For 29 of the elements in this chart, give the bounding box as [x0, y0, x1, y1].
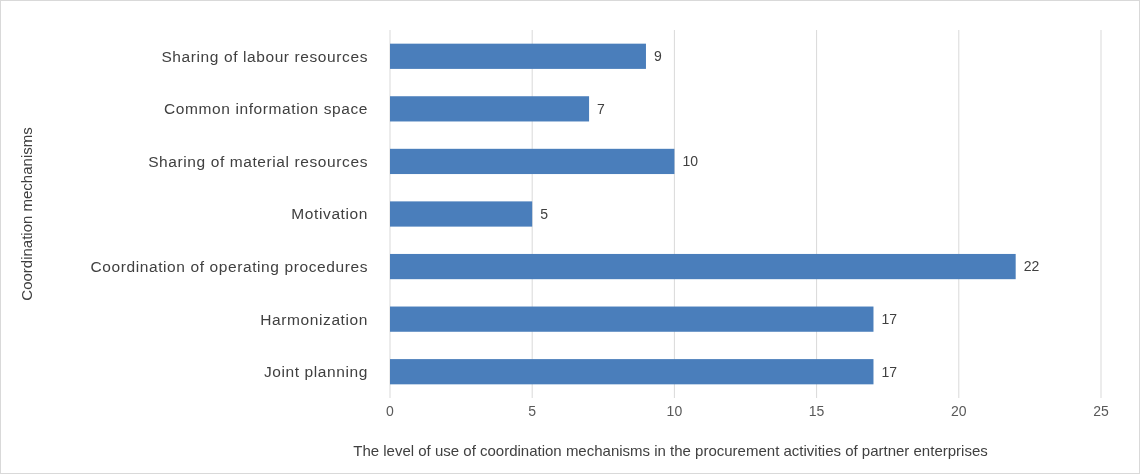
- bar: [390, 306, 874, 332]
- bar: [390, 96, 590, 122]
- data-label: 17: [881, 363, 898, 380]
- data-label: 17: [881, 311, 898, 328]
- y-tick-label: Joint planning: [263, 363, 368, 381]
- bar: [390, 253, 1016, 280]
- x-tick-label: 10: [666, 403, 683, 419]
- x-axis-title: The level of use of coordination mechanisms in the procurement activities of partner enterprises: [353, 442, 988, 459]
- data-label: 22: [1023, 258, 1040, 275]
- data-label: 10: [682, 153, 699, 170]
- y-tick-label: Motivation: [291, 205, 368, 223]
- bar: [390, 43, 646, 69]
- bar: [390, 359, 874, 385]
- bar: [390, 148, 675, 175]
- x-tick-label: 15: [808, 403, 825, 419]
- y-tick-label: Sharing of labour resources: [161, 47, 368, 65]
- y-axis-title: Coordination mechanisms: [18, 127, 35, 301]
- data-label: 9: [653, 48, 662, 65]
- bar: [390, 201, 533, 227]
- x-tick-label: 5: [528, 403, 537, 419]
- x-tick-label: 25: [1093, 403, 1109, 419]
- x-tick-label: 20: [951, 403, 967, 419]
- y-tick-label: Sharing of material resources: [148, 152, 368, 170]
- x-tick-label: 0: [386, 403, 395, 419]
- y-tick-label: Harmonization: [260, 310, 368, 328]
- y-tick-label: Coordination of operating procedures: [90, 258, 368, 275]
- y-tick-label: Common information space: [164, 100, 368, 118]
- data-label: 5: [540, 205, 549, 222]
- data-label: 7: [597, 100, 606, 117]
